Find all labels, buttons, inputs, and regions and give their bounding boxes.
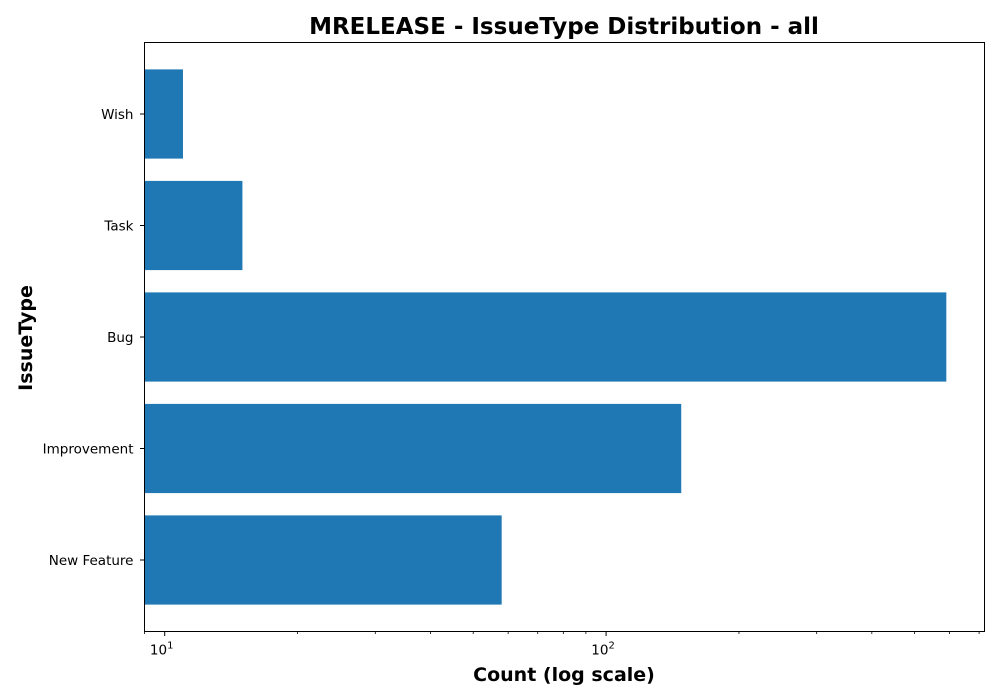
y-tick-label-task: Task	[103, 219, 133, 235]
bar-task	[144, 180, 243, 271]
bar-wish	[144, 69, 183, 159]
y-tick-label-wish: Wish	[101, 107, 133, 123]
y-tick-label-improvement: Improvement	[43, 442, 134, 458]
y-axis: New Feature Improvement Bug Task Wish	[43, 107, 145, 569]
bars-layer	[144, 69, 947, 605]
y-tick-label-new-feature: New Feature	[49, 553, 134, 569]
plot-frame	[144, 42, 985, 632]
y-tick-label-bug: Bug	[107, 330, 133, 346]
chart-title: MRELEASE - IssueType Distribution - all	[309, 14, 819, 40]
x-axis-label: Count (log scale)	[473, 664, 655, 686]
bar-bug	[144, 292, 947, 382]
y-axis-label: IssueType	[15, 285, 37, 391]
x-axis: 101 102	[144, 631, 980, 659]
bar-new-feature	[144, 515, 502, 605]
x-tick-label-10: 101	[150, 641, 174, 659]
bar-improvement	[144, 403, 682, 494]
x-tick-label-100: 102	[591, 641, 615, 659]
